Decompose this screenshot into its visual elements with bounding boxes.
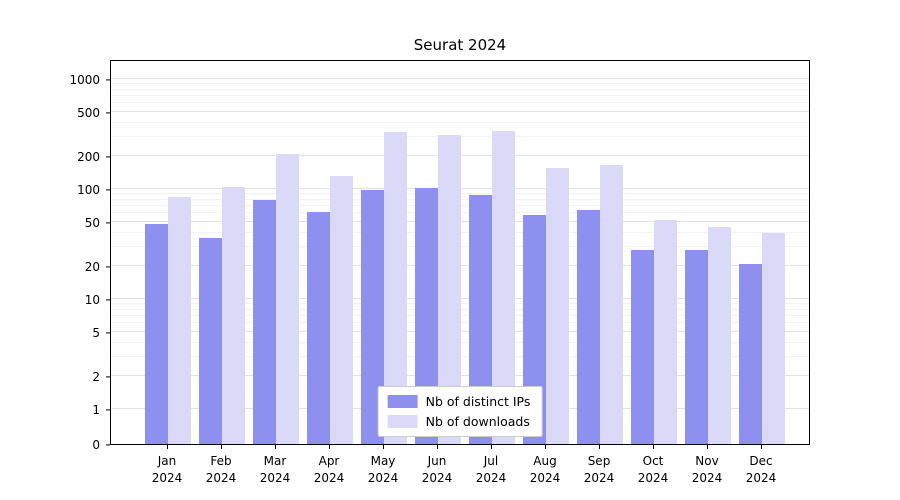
y-tick-mark — [106, 156, 110, 158]
x-tick-label: May 2024 — [367, 454, 399, 486]
x-tick-label: Dec 2024 — [745, 454, 777, 486]
bar-distinct-ips — [361, 190, 384, 444]
y-tick-mark — [106, 332, 110, 334]
y-tick-mark — [106, 112, 110, 114]
x-tick-mark — [761, 445, 763, 449]
x-tick-mark — [599, 445, 601, 449]
y-tick-label: 500 — [77, 106, 100, 121]
x-tick-label: Jan 2024 — [151, 454, 183, 486]
y-tick-label: 0 — [92, 438, 100, 452]
y-tick-label: 2 — [92, 369, 100, 384]
y-tick-mark — [106, 222, 110, 224]
minor-gridline — [111, 95, 809, 97]
bar-distinct-ips — [253, 199, 276, 444]
bar-distinct-ips — [739, 263, 762, 444]
y-tick-label: 5 — [92, 326, 100, 341]
x-tick-mark — [545, 445, 547, 449]
x-tick-label: Jul 2024 — [475, 454, 507, 486]
bar-downloads — [492, 130, 515, 444]
x-tick-label: Nov 2024 — [691, 454, 723, 486]
x-tick-label: Aug 2024 — [529, 454, 561, 486]
y-tick-label: 1000 — [69, 73, 100, 87]
bar-distinct-ips — [469, 195, 492, 444]
y-tick-mark — [106, 376, 110, 378]
x-tick-mark — [221, 445, 223, 449]
x-tick-label: Feb 2024 — [205, 454, 237, 486]
legend: Nb of distinct IPs Nb of downloads — [377, 386, 543, 437]
legend-label-distinct-ips: Nb of distinct IPs — [425, 394, 531, 409]
legend-item-distinct-ips: Nb of distinct IPs — [387, 394, 531, 409]
x-tick-mark — [491, 445, 493, 449]
y-tick-mark — [106, 444, 110, 446]
x-tick-label: Apr 2024 — [313, 454, 345, 486]
x-tick-mark — [275, 445, 277, 449]
bar-distinct-ips — [631, 249, 654, 444]
y-tick-mark — [106, 299, 110, 301]
bar-downloads — [168, 196, 191, 444]
y-tick-label: 1 — [92, 403, 100, 417]
major-gridline — [111, 78, 809, 79]
y-tick-label: 10 — [84, 293, 100, 307]
legend-swatch-distinct-ips — [387, 395, 418, 408]
bar-downloads — [330, 176, 353, 444]
y-tick-label: 100 — [77, 183, 100, 197]
x-tick-mark — [383, 445, 385, 449]
bar-distinct-ips — [415, 188, 438, 444]
bar-downloads — [762, 232, 785, 444]
y-tick-label: 20 — [84, 259, 100, 274]
bar-downloads — [654, 220, 677, 444]
y-tick-mark — [106, 409, 110, 411]
chart-title: Seurat 2024 — [413, 36, 507, 54]
bar-distinct-ips — [577, 209, 600, 444]
x-tick-mark — [329, 445, 331, 449]
x-tick-mark — [653, 445, 655, 449]
bar-downloads — [276, 153, 299, 444]
bar-downloads — [708, 227, 731, 444]
minor-gridline — [111, 121, 809, 123]
bar-downloads — [600, 165, 623, 444]
x-tick-mark — [167, 445, 169, 449]
bar-downloads — [222, 186, 245, 444]
legend-item-downloads: Nb of downloads — [387, 414, 531, 429]
bar-distinct-ips — [685, 249, 708, 444]
plot-area: Nb of distinct IPs Nb of downloads — [110, 60, 810, 445]
x-tick-mark — [437, 445, 439, 449]
y-tick-label: 50 — [84, 216, 100, 231]
x-tick-label: Mar 2024 — [259, 454, 291, 486]
minor-gridline — [111, 102, 809, 104]
y-tick-mark — [106, 189, 110, 191]
legend-label-downloads: Nb of downloads — [425, 414, 530, 429]
bar-downloads — [546, 168, 569, 444]
bar-distinct-ips — [307, 211, 330, 444]
minor-gridline — [111, 83, 809, 85]
y-tick-mark — [106, 266, 110, 268]
x-tick-label: Oct 2024 — [637, 454, 669, 486]
bar-distinct-ips — [199, 237, 222, 444]
y-tick-mark — [106, 79, 110, 81]
x-tick-label: Jun 2024 — [421, 454, 453, 486]
bars-container — [111, 61, 809, 444]
x-tick-label: Sep 2024 — [583, 454, 615, 486]
y-tick-label: 200 — [77, 149, 100, 164]
bar-downloads — [438, 134, 461, 444]
x-tick-mark — [707, 445, 709, 449]
bar-distinct-ips — [145, 224, 168, 444]
bar-downloads — [384, 131, 407, 444]
legend-swatch-downloads — [387, 415, 418, 428]
minor-gridline — [111, 88, 809, 90]
major-gridline — [111, 111, 809, 113]
